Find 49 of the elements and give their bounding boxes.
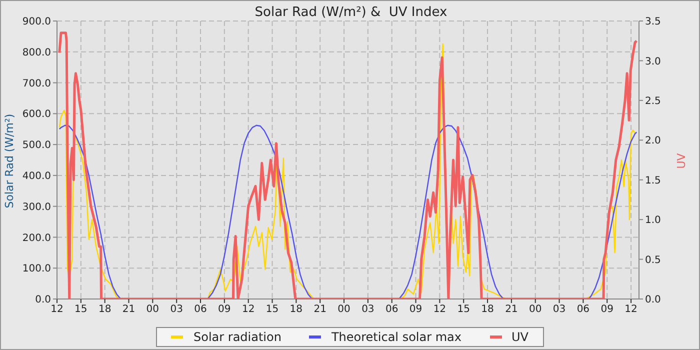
y2-tick-label: 0.0 (645, 294, 661, 306)
y2-tick-label: 1.5 (645, 175, 661, 186)
legend-label: Theoretical solar max (330, 330, 462, 344)
y-axis-title: Solar Rad (W/m²) (3, 114, 16, 208)
x-tick-label: 00 (146, 304, 160, 316)
y-tick-label: 700.0 (22, 78, 51, 90)
x-tick-label: 06 (576, 304, 590, 316)
x-tick-label: 00 (528, 304, 542, 316)
x-tick-label: 03 (552, 304, 566, 316)
y2-tick-label: 3.0 (645, 56, 661, 68)
x-tick-label: 12 (242, 304, 255, 316)
legend-label: Solar radiation (192, 330, 282, 344)
y2-axis-title: UV (675, 152, 688, 169)
x-tick-label: 21 (505, 304, 518, 316)
x-tick-label: 03 (170, 304, 183, 316)
y2-tick-label: 2.0 (645, 136, 661, 147)
legend-label: UV (510, 330, 528, 344)
y-tick-label: 900.0 (22, 16, 51, 28)
x-tick-label: 18 (481, 304, 494, 316)
x-tick-label: 21 (122, 304, 136, 316)
y2-tick-label: 1.0 (645, 215, 661, 226)
y2-tick-label: 3.5 (645, 16, 661, 28)
y-tick-label: 600.0 (22, 109, 51, 120)
x-tick-label: 15 (74, 304, 88, 316)
x-tick-label: 21 (314, 304, 326, 316)
y-tick-label: 200.0 (22, 232, 51, 244)
x-tick-label: 09 (218, 304, 231, 316)
x-tick-label: 06 (194, 304, 207, 316)
y2-tick-label: 2.5 (645, 96, 661, 107)
y-tick-label: 400.0 (22, 170, 51, 182)
x-tick-label: 12 (50, 304, 64, 316)
x-tick-label: 12 (624, 304, 638, 316)
y-tick-label: 300.0 (22, 202, 51, 213)
x-tick-label: 15 (457, 304, 470, 316)
y-tick-label: 100.0 (22, 264, 51, 275)
chart-title: Solar Rad (W/m²) & UV Index (254, 5, 448, 20)
y-tick-label: 500.0 (22, 140, 51, 152)
x-tick-label: 03 (362, 304, 374, 316)
x-tick-label: 09 (409, 304, 422, 316)
x-tick-label: 09 (600, 304, 614, 316)
y2-tick-label: 0.5 (645, 254, 661, 266)
x-tick-label: 15 (266, 304, 279, 316)
y-tick-label: 0.0 (35, 294, 51, 306)
x-tick-label: 18 (98, 304, 112, 316)
y-tick-label: 800.0 (22, 47, 51, 58)
x-tick-label: 00 (338, 304, 350, 316)
x-tick-label: 06 (385, 304, 398, 316)
x-tick-label: 12 (433, 304, 446, 316)
x-tick-label: 18 (290, 304, 303, 316)
